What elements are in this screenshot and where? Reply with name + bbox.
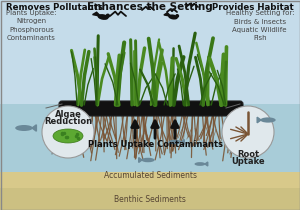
Text: Provides Habitat: Provides Habitat (212, 3, 294, 12)
Polygon shape (0, 172, 300, 188)
Circle shape (175, 14, 179, 18)
Polygon shape (32, 125, 36, 131)
Circle shape (222, 106, 274, 158)
Ellipse shape (141, 158, 154, 162)
Text: Reduction: Reduction (44, 117, 92, 126)
Polygon shape (0, 0, 300, 104)
Text: Algae: Algae (55, 110, 81, 119)
Text: Accumulated Sediments: Accumulated Sediments (103, 171, 196, 180)
FancyBboxPatch shape (59, 101, 243, 116)
Ellipse shape (53, 129, 83, 143)
Ellipse shape (260, 117, 276, 123)
Polygon shape (0, 188, 300, 210)
Text: Benthic Sediments: Benthic Sediments (114, 196, 186, 205)
Text: Removes Pollutants: Removes Pollutants (6, 3, 103, 12)
Polygon shape (257, 117, 261, 123)
Text: Root: Root (237, 150, 259, 159)
Ellipse shape (194, 162, 206, 166)
Ellipse shape (168, 14, 178, 20)
Polygon shape (164, 13, 171, 16)
Polygon shape (93, 12, 101, 16)
Polygon shape (205, 162, 208, 166)
Ellipse shape (15, 125, 33, 131)
Polygon shape (0, 104, 300, 172)
Ellipse shape (168, 140, 182, 144)
Text: Healthy Setting for:
Birds & Insects
Aquatic Wildlife
Fish: Healthy Setting for: Birds & Insects Aqu… (226, 10, 294, 42)
Text: Plants Uptake Contaminants: Plants Uptake Contaminants (88, 140, 223, 149)
Polygon shape (181, 140, 184, 144)
Polygon shape (139, 158, 142, 162)
Circle shape (106, 14, 110, 18)
Text: Enhances the Setting: Enhances the Setting (87, 2, 213, 12)
Text: Plants Uptake:
Nitrogen
Phosphorous
Contaminants: Plants Uptake: Nitrogen Phosphorous Cont… (6, 10, 56, 42)
Ellipse shape (98, 14, 109, 20)
Circle shape (42, 106, 94, 158)
Text: Uptake: Uptake (231, 157, 265, 166)
